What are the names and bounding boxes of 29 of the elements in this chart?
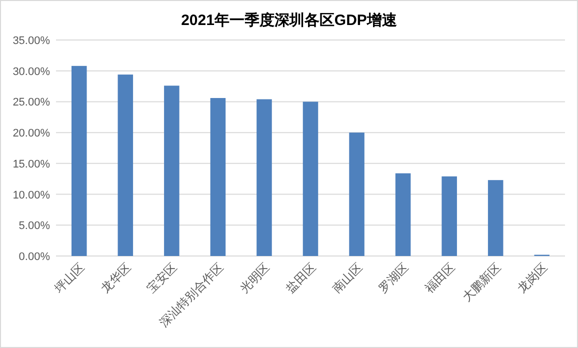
y-tick-label: 20.00%	[12, 128, 50, 140]
y-tick-label: 15.00%	[12, 158, 50, 170]
bar	[256, 99, 272, 256]
x-tick-label: 福田区	[422, 260, 458, 296]
y-tick-label: 25.00%	[12, 96, 50, 109]
chart-title: 2021年一季度深圳各区GDP增速	[181, 11, 398, 29]
x-tick-label: 光明区	[236, 260, 272, 296]
y-tick-label: 0.00%	[18, 251, 50, 263]
x-tick-label: 盐田区	[283, 260, 319, 296]
bar	[395, 173, 411, 256]
x-tick-label: 坪山区	[51, 260, 88, 296]
bar	[488, 180, 504, 256]
x-tick-label: 南山区	[330, 260, 365, 296]
bar	[164, 86, 180, 256]
y-tick-label: 35.00%	[12, 35, 50, 47]
x-tick-label: 宝安区	[144, 260, 180, 296]
x-tick-label: 罗湖区	[376, 260, 412, 296]
x-tick-label: 大鹏新区	[460, 260, 504, 304]
bar	[349, 132, 364, 256]
y-tick-label: 10.00%	[12, 189, 50, 202]
bar	[118, 74, 134, 256]
y-tick-label: 5.00%	[18, 220, 50, 232]
bar	[302, 102, 318, 256]
x-tick-label: 龙岗区	[514, 260, 550, 296]
x-tick-label: 龙华区	[98, 260, 134, 296]
bar	[72, 66, 87, 256]
bar	[210, 98, 226, 256]
bar	[442, 176, 457, 256]
y-tick-label: 30.00%	[12, 66, 50, 78]
